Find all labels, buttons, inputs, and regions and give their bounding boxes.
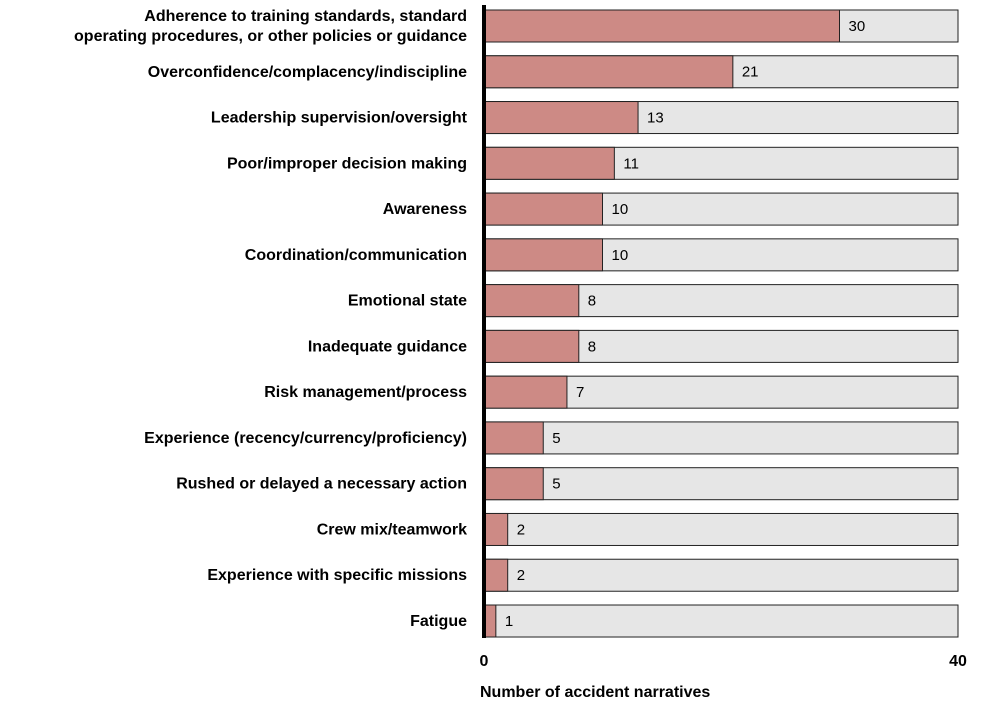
x-tick-label: 40 <box>949 653 967 670</box>
value-label: 7 <box>576 384 584 401</box>
bar <box>483 558 509 592</box>
bar <box>483 9 840 43</box>
category-label: Experience (recency/currency/proficiency… <box>144 430 467 447</box>
category-line: operating procedures, or other policies … <box>74 28 467 45</box>
category-line: Crew mix/teamwork <box>317 522 467 539</box>
bar <box>483 55 734 89</box>
category-label: Poor/improper decision making <box>227 156 467 173</box>
bar <box>483 101 639 135</box>
bar <box>483 284 580 318</box>
category-label: Awareness <box>383 201 467 218</box>
category-line: Poor/improper decision making <box>227 156 467 173</box>
category-line: Experience with specific missions <box>207 567 467 584</box>
category-label: Leadership supervision/oversight <box>211 110 468 127</box>
bar <box>483 238 603 272</box>
value-label: 10 <box>612 201 629 218</box>
category-label: Experience with specific missions <box>207 567 467 584</box>
category-label: Rushed or delayed a necessary action <box>176 476 467 493</box>
value-label: 30 <box>849 18 866 35</box>
category-line: Risk management/process <box>264 384 467 401</box>
category-label: Risk management/process <box>264 384 467 401</box>
value-label: 1 <box>505 613 513 630</box>
bar <box>483 192 603 226</box>
track-bar <box>483 604 959 638</box>
bar <box>483 146 615 180</box>
category-label: Crew mix/teamwork <box>317 522 467 539</box>
bar <box>483 329 580 363</box>
category-label: Fatigue <box>410 613 467 630</box>
category-line: Rushed or delayed a necessary action <box>176 476 467 493</box>
bar <box>483 512 509 546</box>
track-bar <box>483 421 959 455</box>
category-line: Overconfidence/complacency/indiscipline <box>148 64 467 81</box>
category-line: Coordination/communication <box>245 247 467 264</box>
value-label: 5 <box>552 430 560 447</box>
category-line: Emotional state <box>348 293 467 310</box>
value-label: 10 <box>612 247 629 264</box>
category-line: Adherence to training standards, standar… <box>144 8 467 25</box>
value-label: 13 <box>647 110 664 127</box>
value-label: 5 <box>552 476 560 493</box>
bar <box>483 375 568 409</box>
category-label: Coordination/communication <box>245 247 467 264</box>
value-label: 8 <box>588 293 596 310</box>
value-label: 2 <box>517 521 525 538</box>
category-label: Inadequate guidance <box>308 339 467 356</box>
category-label: Adherence to training standards, standar… <box>74 8 467 45</box>
category-label: Overconfidence/complacency/indiscipline <box>148 64 467 81</box>
category-line: Leadership supervision/oversight <box>211 110 468 127</box>
track-bar <box>483 558 959 592</box>
category-line: Inadequate guidance <box>308 339 467 356</box>
category-label: Emotional state <box>348 293 467 310</box>
bar <box>483 421 544 455</box>
track-bar <box>483 512 959 546</box>
x-axis-label: Number of accident narratives <box>480 684 710 701</box>
value-label: 8 <box>588 338 596 355</box>
category-line: Awareness <box>383 201 467 218</box>
x-tick-label: 0 <box>480 653 489 670</box>
value-label: 2 <box>517 567 525 584</box>
value-label: 21 <box>742 64 759 81</box>
category-line: Fatigue <box>410 613 467 630</box>
value-label: 11 <box>623 155 639 172</box>
category-line: Experience (recency/currency/proficiency… <box>144 430 467 447</box>
bar <box>483 467 544 501</box>
track-bar <box>483 467 959 501</box>
